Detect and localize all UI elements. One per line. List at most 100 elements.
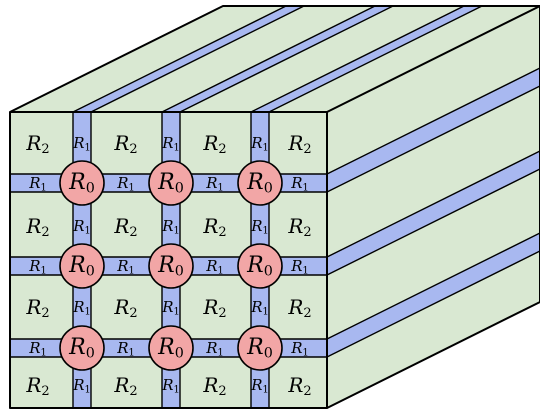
r1-label-vertical: R1 (161, 217, 180, 236)
r0-label: R0 (157, 253, 184, 280)
r1-label-vertical-sub: 1 (85, 384, 91, 395)
r2-label-base: R (25, 214, 41, 238)
r2-label: R2 (25, 214, 49, 240)
r2-label-base: R (202, 214, 218, 238)
r2-label-base: R (25, 295, 41, 319)
r0-label: R0 (68, 170, 95, 197)
stripe-border (161, 5, 376, 113)
r1-label-vertical: R1 (161, 134, 180, 153)
r2-label-sub: 2 (129, 142, 137, 157)
r2-label: R2 (113, 295, 137, 321)
r0-circle (148, 325, 194, 371)
r1-label-horizontal-sub: 1 (303, 182, 309, 193)
r0-label: R0 (246, 253, 273, 280)
top-stripe (73, 6, 304, 112)
r1-label-horizontal-sub: 1 (218, 347, 224, 358)
r2-label-base: R (202, 131, 218, 155)
stripe-border (72, 5, 287, 113)
r0-label-sub: 0 (175, 346, 184, 362)
r1-label-vertical-sub: 1 (85, 142, 91, 153)
r0-label-sub: 0 (86, 264, 95, 280)
r0-label-base: R (68, 253, 86, 278)
stripe-border (326, 250, 540, 358)
top-stripe (162, 6, 393, 112)
r0-label: R0 (68, 335, 95, 362)
stripe-border (268, 5, 483, 113)
r0-label-base: R (246, 335, 264, 360)
r0-circle (59, 243, 105, 289)
r1-label-vertical-sub: 1 (85, 306, 91, 317)
r1-label-vertical: R1 (161, 298, 180, 317)
r2-label-sub: 2 (303, 306, 311, 321)
r2-label-sub: 2 (41, 142, 49, 157)
r0-label-base: R (246, 253, 264, 278)
r1-label-horizontal-base: R (205, 174, 217, 192)
r1-label-vertical-base: R (161, 376, 173, 394)
r0-circle (59, 325, 105, 371)
r2-label: R2 (113, 214, 137, 240)
r2-label-sub: 2 (129, 306, 137, 321)
r2-label-sub: 2 (41, 306, 49, 321)
r0-label-sub: 0 (264, 264, 273, 280)
r1-label-vertical: R1 (250, 298, 269, 317)
stripe-border (326, 232, 540, 340)
r1-label-horizontal: R1 (28, 339, 47, 358)
r2-label: R2 (287, 131, 311, 157)
r0-label: R0 (246, 335, 273, 362)
r2-label: R2 (202, 131, 226, 157)
r2-label-sub: 2 (303, 142, 311, 157)
r1-label-vertical-base: R (72, 298, 84, 316)
r0-circle (59, 160, 105, 206)
r1-label-horizontal: R1 (205, 174, 224, 193)
r2-label-sub: 2 (303, 225, 311, 240)
stripe-border (326, 168, 540, 276)
r1-label-vertical-sub: 1 (263, 306, 269, 317)
r2-label: R2 (113, 373, 137, 399)
r1-label-horizontal-sub: 1 (129, 182, 135, 193)
r1-label-vertical-base: R (72, 217, 84, 235)
top-stripe (251, 6, 482, 112)
r1-label-vertical-base: R (250, 134, 262, 152)
r2-label-base: R (113, 214, 129, 238)
r0-label-sub: 0 (175, 264, 184, 280)
r0-label-base: R (157, 335, 175, 360)
r1-label-vertical: R1 (72, 217, 91, 236)
r1-label-vertical: R1 (72, 376, 91, 395)
r0-label-base: R (246, 170, 264, 195)
r1-label-horizontal-base: R (116, 339, 128, 357)
r0-label-base: R (68, 170, 86, 195)
r2-label-base: R (113, 295, 129, 319)
r0-circle (148, 243, 194, 289)
r1-label-horizontal-sub: 1 (129, 347, 135, 358)
r1-label-vertical: R1 (250, 134, 269, 153)
r2-label-sub: 2 (129, 384, 137, 399)
r2-label: R2 (113, 131, 137, 157)
r1-label-horizontal-base: R (205, 339, 217, 357)
r1-label-vertical-sub: 1 (85, 225, 91, 236)
r1-label-horizontal: R1 (28, 174, 47, 193)
r2-label-base: R (287, 295, 303, 319)
r1-label-horizontal: R1 (116, 257, 135, 276)
r1-label-vertical-base: R (250, 376, 262, 394)
r2-label-base: R (202, 295, 218, 319)
side-stripe (327, 151, 540, 275)
r1-label-horizontal: R1 (116, 339, 135, 358)
r1-label-horizontal: R1 (290, 257, 309, 276)
back-outline (9, 5, 540, 409)
r0-label-base: R (157, 170, 175, 195)
r2-label-base: R (287, 131, 303, 155)
top-right-edge (326, 5, 540, 113)
r2-label-sub: 2 (303, 384, 311, 399)
r0-circle (237, 160, 283, 206)
r1-label-horizontal-sub: 1 (303, 347, 309, 358)
r2-label: R2 (287, 214, 311, 240)
r0-label-sub: 0 (264, 346, 273, 362)
r1-label-horizontal: R1 (116, 174, 135, 193)
r0-circle (237, 325, 283, 371)
r1-label-horizontal: R1 (290, 339, 309, 358)
r1-label-horizontal-sub: 1 (41, 347, 47, 358)
side-stripe (327, 233, 540, 357)
r2-label-sub: 2 (218, 142, 226, 157)
r2-label-base: R (287, 214, 303, 238)
